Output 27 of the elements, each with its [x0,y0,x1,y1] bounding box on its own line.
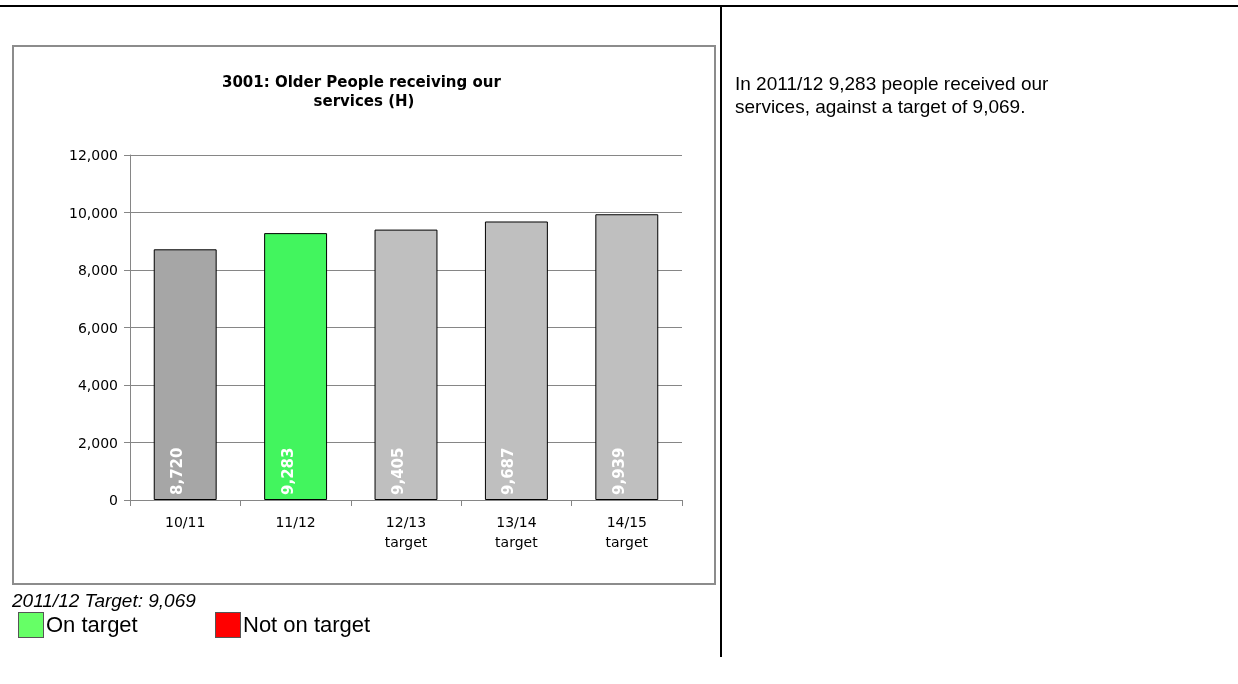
y-tick-label: 8,000 [77,262,118,278]
x-tick-label: 12/13 target [384,514,428,550]
data-label: 9,939 [609,447,628,495]
y-tick-label: 0 [109,492,118,508]
data-label: 8,720 [168,447,187,495]
text: In 2011/12 9,283 people received our services, against a target of 9,069. [735,72,1050,118]
data-label: 9,687 [499,447,518,495]
data-label: 9,283 [278,447,297,495]
bar [595,214,659,500]
y-tick-label: 10,000 [69,204,118,221]
bar [484,221,548,500]
y-tick-label: 6,000 [77,319,118,336]
x-tick-label: 14/15 target [605,514,649,550]
x-tick-label: 11/12 [275,514,316,530]
chart-title: 3001: Older People receiving our services (H) [221,72,507,110]
bar [374,229,438,500]
y-tick-label: 2,000 [77,434,118,451]
data-label: 9,405 [389,447,407,495]
x-tick-label: 13/14 target [495,514,539,550]
bar [153,249,217,500]
bar [264,233,328,500]
text: Not on target [243,612,371,638]
y-tick-label: 4,000 [77,377,118,393]
x-tick-label: 10/11 [165,514,206,530]
text: 2011/12 Target: 9,069 [12,590,196,612]
y-tick-label: 12,000 [69,147,118,163]
text: On target [46,612,138,638]
